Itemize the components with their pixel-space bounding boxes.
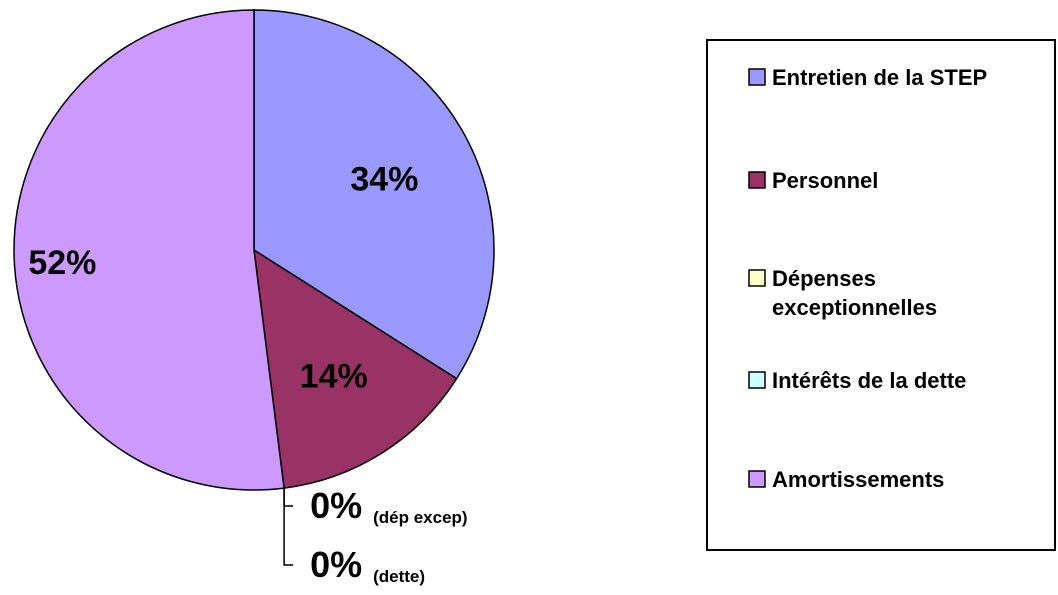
legend-box [706,39,1056,551]
slice-label-depenses-exceptionnelles: 0% [310,485,362,526]
slice-label-interets-de-la-dette: 0% [310,544,362,585]
legend-label-depenses-exceptionnelles: Dépenses exceptionnelles [772,266,937,320]
leader-lines [283,488,294,566]
slice-note-interets-de-la-dette: (dette) [373,567,425,586]
legend-swatch-entretien-de-la-step [748,68,766,86]
legend-swatch-depenses-exceptionnelles [748,269,766,287]
slice-label-amortissements: 52% [28,244,96,282]
legend-label-amortissements: Amortissements [772,467,944,492]
legend: Entretien de la STEP Personnel Dépenses exc… [706,39,1056,551]
leader-line-interets-de-la-dette [283,488,294,566]
leader-line-depenses-exceptionnelles [283,488,294,507]
legend-swatch-personnel [748,171,766,189]
slice-label-entretien-de-la-step: 34% [350,160,418,198]
legend-label-interets-de-la-dette: Intérêts de la dette [772,368,966,393]
pie-slice-entretien-de-la-step [253,9,495,380]
pie-slice-amortissements [13,9,285,491]
slice-label-personnel: 14% [300,358,368,396]
legend-swatch-amortissements [748,470,766,488]
legend-label-personnel: Personnel [772,168,878,193]
legend-label-entretien-de-la-step: Entretien de la STEP [772,65,987,90]
pie-slice-personnel [253,248,458,489]
legend-swatch-interets-de-la-dette [748,371,766,389]
slice-labels: 34% 14% 52% 0% (dép excep) 0% (dette) [28,160,467,586]
pie-slices [13,9,495,491]
slice-note-depenses-exceptionnelles: (dép excep) [373,508,467,527]
